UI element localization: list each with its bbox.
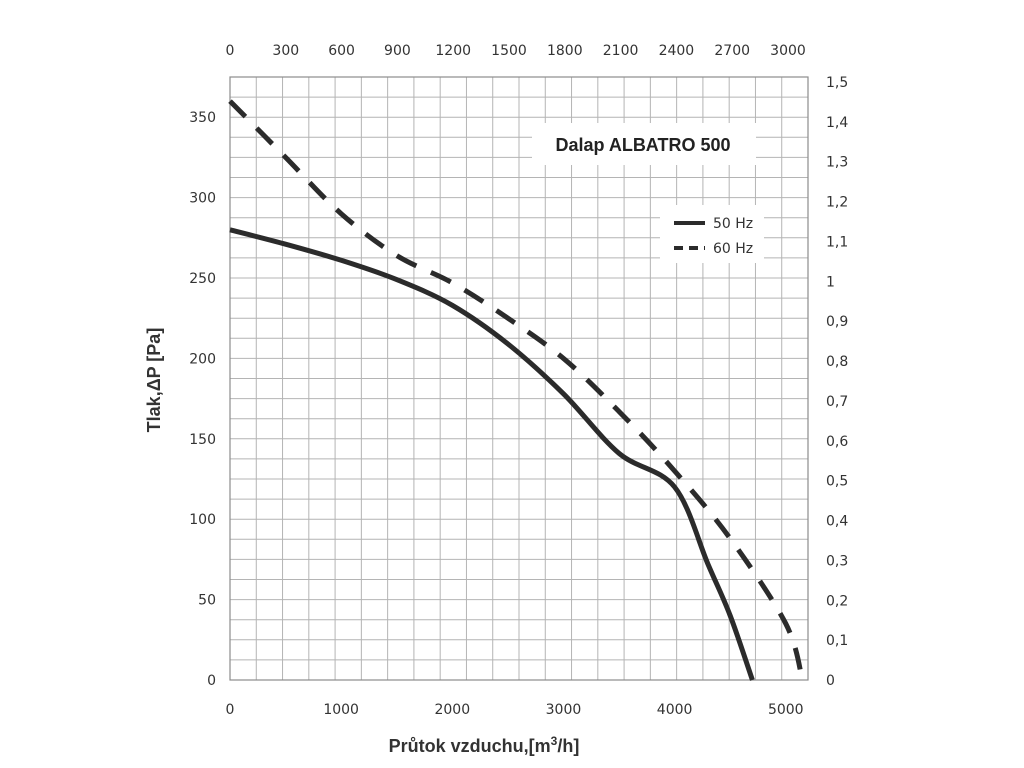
y2-tick-label: 1,4 [826, 115, 848, 131]
y2-tick-label: 0,6 [826, 434, 848, 450]
y2-tick-label: 0,3 [826, 553, 848, 569]
x2-tick-label: 0 [226, 43, 235, 59]
x2-tick-label: 2700 [714, 43, 750, 59]
legend-label: 50 Hz [713, 216, 753, 232]
x-axis-title-superscript: 3 [551, 734, 558, 748]
series-group [228, 99, 805, 681]
y-tick-label: 200 [189, 351, 216, 367]
x-tick-label: 1000 [323, 702, 359, 718]
y2-tick-label: 0,8 [826, 354, 848, 370]
y2-tick-label: 1,1 [826, 234, 848, 250]
x2-tick-label: 300 [272, 43, 299, 59]
x-axis-title-main: Průtok vzduchu,[m [389, 736, 551, 756]
y-axis-title: Tlak,ΔP [Pa] [144, 328, 164, 433]
plot-frame [229, 76, 809, 681]
x2-tick-label: 2100 [603, 43, 639, 59]
y2-tick-label: 1,5 [826, 75, 848, 91]
y2-tick-label: 0,2 [826, 593, 848, 609]
x2-tick-label: 600 [328, 43, 355, 59]
y2-tick-label: 0,5 [826, 474, 848, 490]
x2-tick-label: 1500 [491, 43, 527, 59]
y2-tick-label: 0 [826, 673, 835, 689]
y2-tick-label: 1,3 [826, 155, 848, 171]
y-tick-label: 150 [189, 432, 216, 448]
x2-tick-label: 900 [384, 43, 411, 59]
y-tick-label: 250 [189, 271, 216, 287]
x2-tick-label: 1800 [547, 43, 583, 59]
y2-tick-label: 0,4 [826, 514, 848, 530]
x-tick-label: 0 [226, 702, 235, 718]
legend-label: 60 Hz [713, 241, 753, 257]
x-tick-label: 3000 [546, 702, 582, 718]
y2-tick-label: 1,2 [826, 195, 848, 211]
x2-tick-label: 3000 [770, 43, 806, 59]
x2-tick-label: 2400 [659, 43, 695, 59]
legend-background [660, 205, 764, 263]
title-background [532, 123, 756, 165]
y2-tick-label: 0,1 [826, 633, 848, 649]
x-tick-label: 2000 [434, 702, 470, 718]
y2-tick-label: 0,7 [826, 394, 848, 410]
y-tick-label: 300 [189, 191, 216, 207]
y-tick-label: 100 [189, 512, 216, 528]
series-line-60hz [228, 99, 805, 681]
y2-tick-label: 1 [826, 274, 835, 290]
series-line-50hz [229, 227, 755, 681]
y-tick-label: 0 [207, 673, 216, 689]
y-tick-label: 50 [198, 593, 216, 609]
x2-tick-label: 1200 [435, 43, 471, 59]
x-axis-title: Průtok vzduchu,[m3/h] [389, 734, 580, 756]
legend: 50 Hz 60 Hz [660, 205, 764, 263]
x-axis-title-end: /h] [557, 736, 579, 756]
y2-tick-label: 0,9 [826, 314, 848, 330]
y-tick-label: 350 [189, 110, 216, 126]
chart-title: Dalap ALBATRO 500 [555, 135, 730, 155]
x-tick-label: 5000 [768, 702, 804, 718]
x-tick-label: 4000 [657, 702, 693, 718]
